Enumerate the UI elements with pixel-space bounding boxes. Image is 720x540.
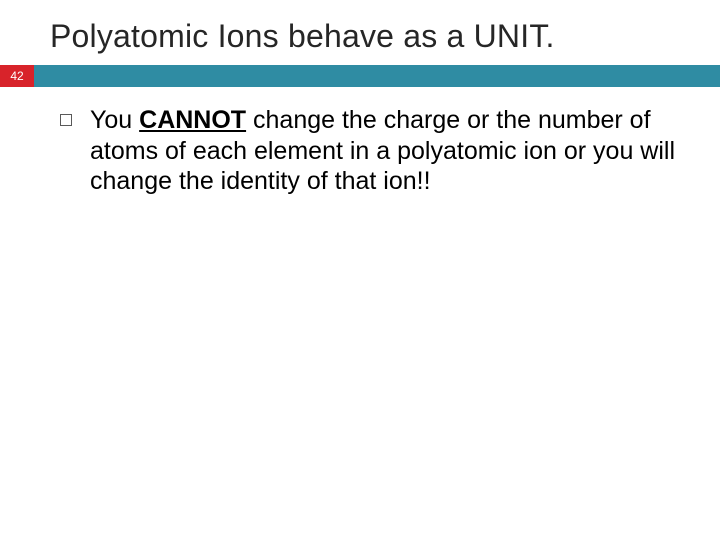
accent-bar-fill [34, 65, 720, 87]
bullet-text: You CANNOT change the charge or the numb… [90, 105, 680, 197]
slide-title: Polyatomic Ions behave as a UNIT. [0, 0, 720, 65]
square-bullet-icon [60, 114, 72, 126]
bullet-item: You CANNOT change the charge or the numb… [60, 105, 680, 197]
content-area: You CANNOT change the charge or the numb… [0, 87, 720, 197]
bullet-text-pre: You [90, 106, 139, 134]
bullet-text-emph: CANNOT [139, 106, 246, 134]
slide-number-badge: 42 [0, 65, 34, 87]
slide: Polyatomic Ions behave as a UNIT. 42 You… [0, 0, 720, 540]
accent-bar: 42 [0, 65, 720, 87]
